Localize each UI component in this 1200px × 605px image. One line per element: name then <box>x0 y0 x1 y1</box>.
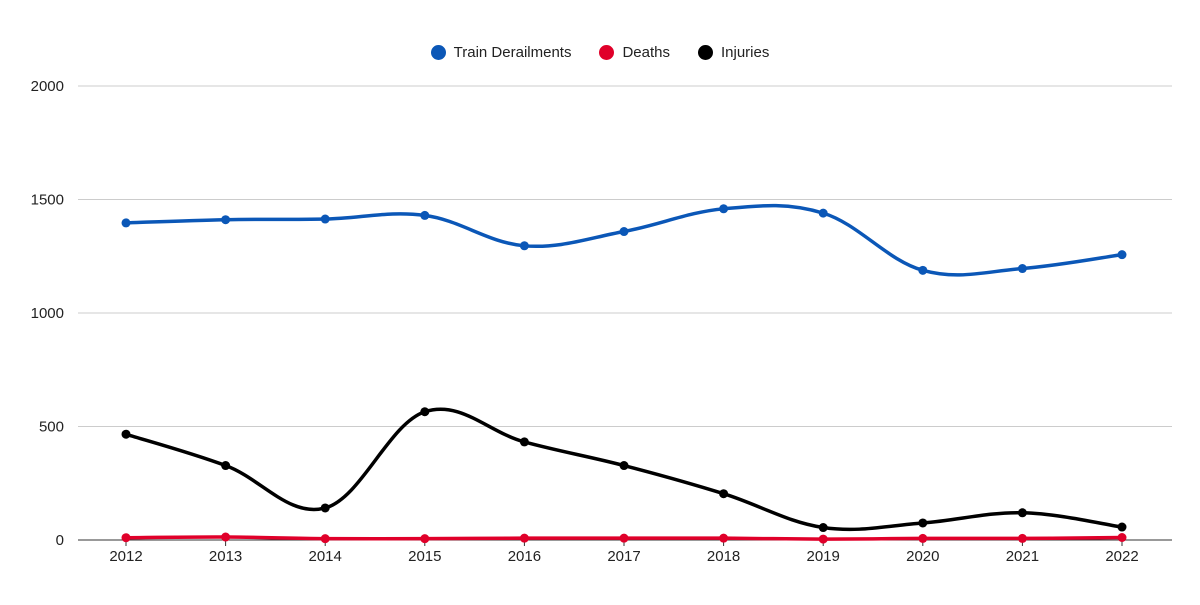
train-derailments-point <box>121 218 131 228</box>
train-derailments-point <box>918 265 928 275</box>
injuries-point <box>619 461 629 471</box>
train-derailments-point <box>1017 264 1027 274</box>
legend-item-deaths[interactable]: Deaths <box>599 44 670 61</box>
train-derailments-point <box>320 214 330 224</box>
deaths-point <box>1117 533 1127 543</box>
legend-label: Train Derailments <box>453 44 572 61</box>
legend-label: Deaths <box>622 44 670 61</box>
x-tick-label: 2016 <box>508 548 541 565</box>
x-tick-label: 2013 <box>209 548 242 565</box>
y-tick-label: 0 <box>56 532 64 549</box>
x-tick-label: 2018 <box>707 548 740 565</box>
x-tick-label: 2019 <box>807 548 840 565</box>
train-derailments-point <box>221 215 231 225</box>
deaths-point <box>818 534 828 544</box>
injuries-point <box>818 523 828 533</box>
injuries-point <box>1117 522 1127 532</box>
x-tick-label: 2021 <box>1006 548 1039 565</box>
legend-marker-icon <box>599 45 615 60</box>
deaths-point <box>619 533 629 543</box>
train-derailments-point <box>1117 250 1127 260</box>
y-tick-label: 1000 <box>31 305 64 322</box>
y-tick-label: 500 <box>39 419 64 436</box>
deaths-point <box>121 533 131 543</box>
x-tick-label: 2017 <box>607 548 640 565</box>
deaths-point <box>1017 533 1027 543</box>
injuries-point <box>918 518 928 528</box>
train-derailments-point <box>519 241 529 251</box>
deaths-point <box>420 534 430 544</box>
legend-item-train-derailments[interactable]: Train Derailments <box>430 44 572 61</box>
legend-item-injuries[interactable]: Injuries <box>697 44 770 61</box>
legend: Train Derailments Deaths Injuries <box>0 44 1200 61</box>
injuries-point <box>320 503 330 513</box>
deaths-point <box>918 533 928 543</box>
y-tick-label: 1500 <box>31 192 64 209</box>
deaths-point <box>221 532 231 542</box>
injuries-point <box>719 489 729 499</box>
train-derailments-point <box>619 227 629 237</box>
train-derailments-point <box>420 210 430 220</box>
legend-marker-icon <box>697 45 713 60</box>
y-tick-label: 2000 <box>31 78 64 95</box>
injuries-point <box>121 429 131 439</box>
train-derailments-line <box>124 203 1124 277</box>
x-tick-label: 2022 <box>1105 548 1138 565</box>
train-derailments-point <box>818 208 828 218</box>
deaths-point <box>719 533 729 543</box>
x-tick-label: 2015 <box>408 548 441 565</box>
injuries-point <box>420 407 430 417</box>
x-tick-label: 2012 <box>109 548 142 565</box>
deaths-point <box>519 533 529 543</box>
x-tick-label: 2014 <box>309 548 342 565</box>
injuries-line <box>124 407 1124 532</box>
deaths-point <box>320 534 330 544</box>
injuries-point <box>1017 508 1027 518</box>
injuries-point <box>519 437 529 447</box>
legend-marker-icon <box>430 45 446 60</box>
injuries-point <box>221 461 231 471</box>
legend-label: Injuries <box>720 44 770 61</box>
train-derailments-point <box>719 204 729 214</box>
x-tick-label: 2020 <box>906 548 939 565</box>
